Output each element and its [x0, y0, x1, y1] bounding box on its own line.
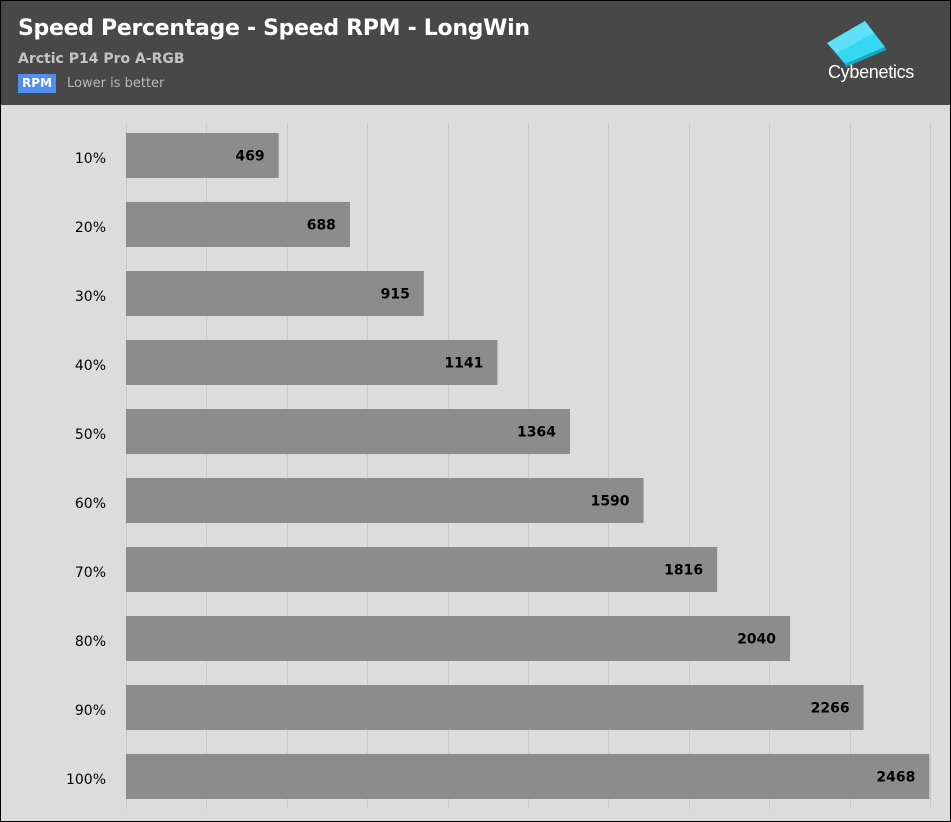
bar — [126, 340, 498, 385]
bar-value-label: 2040 — [737, 632, 776, 648]
bar-value-label: 2266 — [811, 701, 850, 717]
bar — [126, 547, 718, 592]
bar — [126, 409, 570, 454]
category-label: 70% — [75, 565, 106, 581]
bar-value-label: 2468 — [876, 770, 915, 786]
cybenetics-logo: Cybenetics — [819, 17, 923, 87]
category-label: 20% — [75, 220, 106, 236]
bar — [126, 754, 930, 799]
category-label: 10% — [75, 151, 106, 167]
bar — [126, 478, 644, 523]
cube-logo-icon — [827, 21, 886, 67]
chart-header: Speed Percentage - Speed RPM - LongWin A… — [1, 1, 950, 105]
chart-subtitle: Arctic P14 Pro A-RGB — [18, 51, 185, 67]
category-label: 60% — [75, 496, 106, 512]
bar-value-label: 1141 — [444, 356, 483, 372]
bar — [126, 616, 791, 661]
bar-value-label: 1816 — [664, 563, 703, 579]
unit-badge: RPM — [18, 74, 56, 93]
bar-value-label: 688 — [307, 218, 336, 234]
chart-title: Speed Percentage - Speed RPM - LongWin — [18, 16, 530, 41]
bar — [126, 271, 424, 316]
bar — [126, 202, 350, 247]
bar-value-label: 469 — [235, 149, 264, 165]
category-label: 50% — [75, 427, 106, 443]
logo-text: Cybenetics — [827, 62, 915, 82]
category-label: 80% — [75, 634, 106, 650]
bar-value-label: 1590 — [591, 494, 630, 510]
bar — [126, 685, 864, 730]
category-label: 100% — [66, 772, 106, 788]
category-label: 30% — [75, 289, 106, 305]
category-label: 90% — [75, 703, 106, 719]
lower-is-better-note: Lower is better — [67, 76, 165, 91]
bar-value-label: 915 — [381, 287, 410, 303]
category-label: 40% — [75, 358, 106, 374]
bar — [126, 133, 279, 178]
bar-value-label: 1364 — [517, 425, 556, 441]
